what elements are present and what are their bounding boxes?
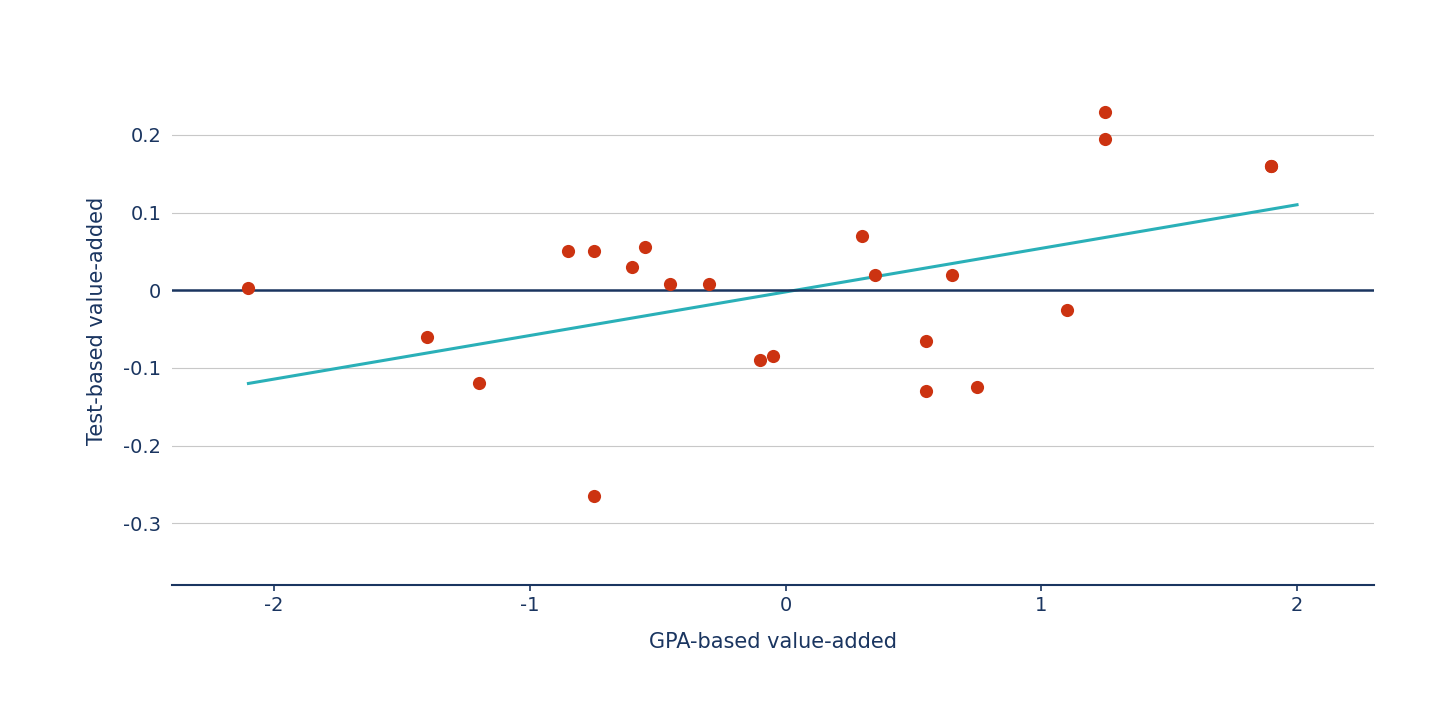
Point — [582, 491, 605, 502]
Point — [761, 351, 784, 362]
Point — [1261, 160, 1284, 171]
Point — [557, 246, 580, 257]
Point — [1093, 106, 1116, 117]
X-axis label: GPA-based value-added: GPA-based value-added — [648, 632, 897, 652]
Point — [416, 331, 439, 343]
Point — [748, 354, 771, 366]
Point — [966, 381, 989, 393]
Point — [1261, 160, 1284, 171]
Point — [634, 242, 657, 253]
Point — [914, 386, 937, 397]
Point — [467, 378, 489, 389]
Point — [621, 261, 644, 273]
Point — [851, 230, 874, 241]
Point — [660, 278, 683, 290]
Point — [863, 269, 886, 281]
Point — [1056, 304, 1079, 316]
Point — [940, 269, 963, 281]
Point — [914, 335, 937, 346]
Point — [582, 246, 605, 257]
Point — [1093, 133, 1116, 144]
Y-axis label: Test-based value-added: Test-based value-added — [87, 197, 107, 446]
Point — [697, 278, 720, 290]
Point — [238, 282, 260, 293]
